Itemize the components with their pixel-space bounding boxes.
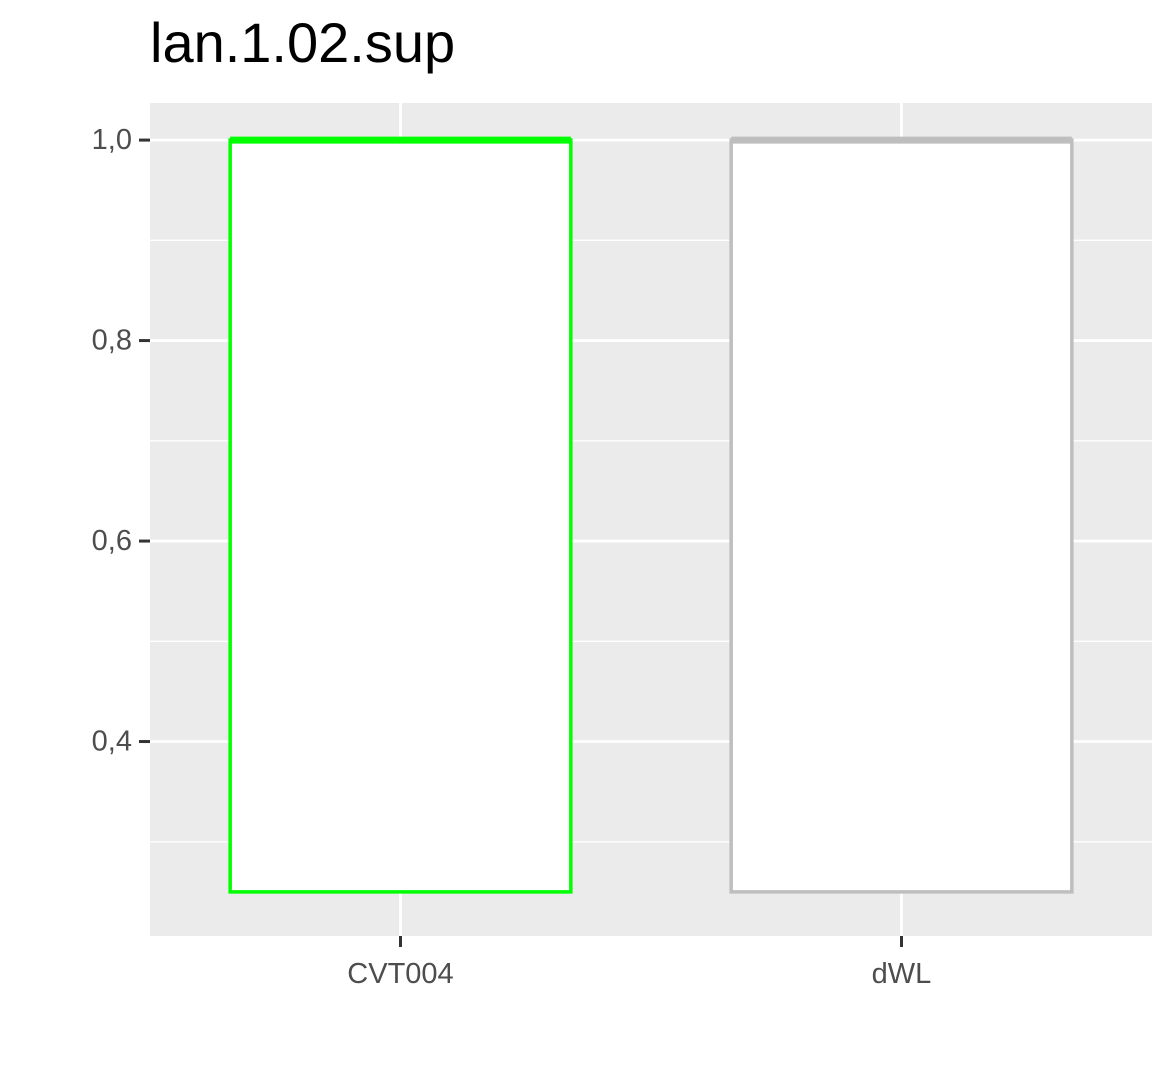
chart-title: lan.1.02.sup	[150, 11, 456, 74]
boxes-layer	[228, 136, 1074, 894]
y-tick-label: 0,6	[92, 525, 132, 557]
box-cvt004	[228, 136, 573, 894]
box-rect	[228, 138, 573, 894]
y-axis: 0,4 0,6 0,8 1,0	[92, 124, 150, 758]
x-tick-label: dWL	[872, 958, 932, 990]
x-tick-label: CVT004	[347, 958, 453, 990]
y-tick-label: 0,4	[92, 726, 132, 758]
box-rect	[729, 138, 1074, 894]
y-tick-label: 0,8	[92, 325, 132, 357]
y-tick-label: 1,0	[92, 124, 132, 156]
x-axis: CVT004 dWL	[347, 936, 931, 990]
box-dwl	[729, 136, 1074, 894]
